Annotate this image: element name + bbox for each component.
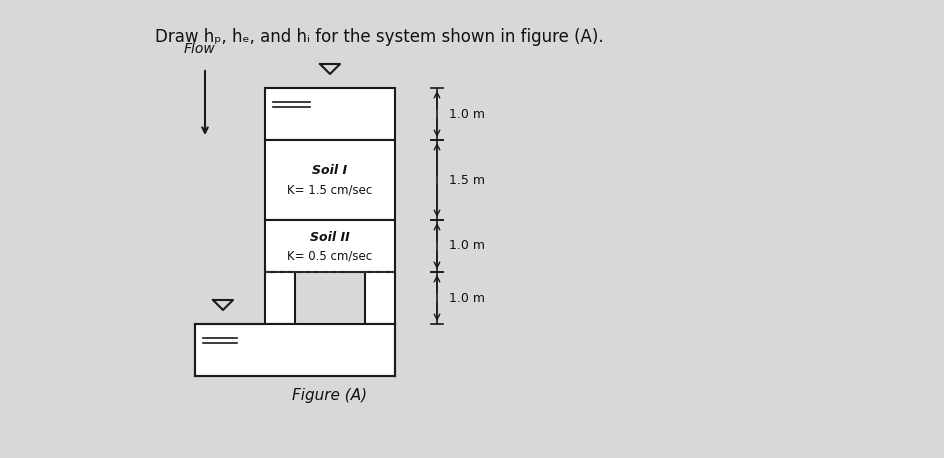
- Text: Soil II: Soil II: [310, 231, 349, 245]
- Bar: [264, 220, 395, 272]
- Bar: [194, 324, 395, 376]
- Text: 1.0 m: 1.0 m: [448, 291, 484, 305]
- Text: K= 1.5 cm/sec: K= 1.5 cm/sec: [287, 184, 372, 196]
- Text: Figure (A): Figure (A): [292, 388, 367, 403]
- Bar: [264, 140, 395, 220]
- Text: K= 0.5 cm/sec: K= 0.5 cm/sec: [287, 250, 372, 262]
- Text: 1.5 m: 1.5 m: [448, 174, 484, 186]
- Text: Soil I: Soil I: [312, 164, 347, 176]
- Text: 1.0 m: 1.0 m: [448, 240, 484, 252]
- Bar: [364, 272, 395, 324]
- Bar: [264, 272, 295, 324]
- Text: 1.0 m: 1.0 m: [448, 108, 484, 120]
- Text: Draw hₚ, hₑ, and hᵢ for the system shown in figure (A).: Draw hₚ, hₑ, and hᵢ for the system shown…: [155, 28, 603, 46]
- Bar: [264, 88, 395, 140]
- Text: Flow: Flow: [184, 42, 215, 56]
